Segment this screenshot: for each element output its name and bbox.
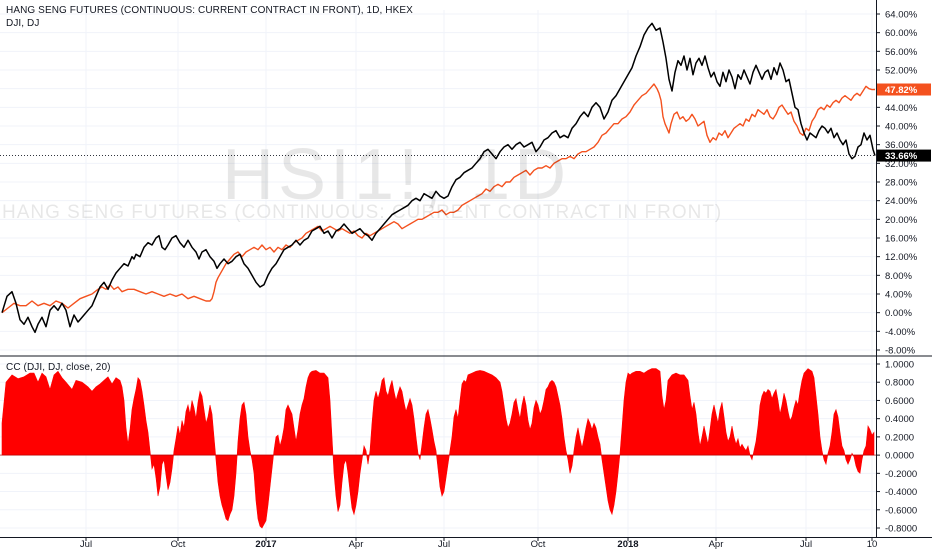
cc-indicator-plot: [0, 368, 876, 529]
y-tick-label: 60.00%: [885, 28, 918, 39]
hsi-line-series: [1, 22, 876, 334]
grid: [0, 10, 876, 537]
x-tick-label: 10: [867, 539, 878, 550]
y-tick-label: 40.00%: [885, 122, 918, 133]
x-tick-label: Oct: [531, 539, 546, 550]
y-tick-label: -8.00%: [885, 346, 916, 357]
cc-y-tick-label: -0.4000: [885, 487, 917, 498]
y-tick-label: 8.00%: [885, 271, 912, 282]
y-tick-label: 32.00%: [885, 159, 918, 170]
y-tick-label: 44.00%: [885, 103, 918, 114]
watermark-description: HANG SENG FUTURES (CONTINUOUS: CURRENT C…: [2, 202, 723, 223]
dji-line-series: [1, 83, 876, 314]
y-tick-label: 12.00%: [885, 252, 918, 263]
y-tick-label: 56.00%: [885, 47, 918, 58]
cc-y-tick-label: -0.8000: [885, 524, 917, 535]
x-tick-label: Jul: [80, 539, 92, 550]
dji-last-value-label-bg: [877, 83, 931, 96]
cc-y-tick-label: 0.4000: [885, 414, 914, 425]
x-tick-label: Jul: [438, 539, 450, 550]
cc-y-tick-label: -0.6000: [885, 505, 917, 516]
cc-y-tick-label: -0.2000: [885, 469, 917, 480]
dji-last-value-label: 47.82%: [885, 85, 918, 96]
main-series-title: HANG SENG FUTURES (CONTINUOUS: CURRENT C…: [6, 5, 413, 16]
x-tick-label: 2018: [617, 539, 638, 550]
cc-area-series: [1, 368, 875, 529]
y-tick-label: 16.00%: [885, 234, 918, 245]
x-tick-label: 2017: [255, 539, 276, 550]
x-tick-label: Apr: [349, 539, 364, 550]
y-tick-label: 52.00%: [885, 66, 918, 77]
y-tick-label: 4.00%: [885, 290, 912, 301]
cc-y-tick-label: 1.0000: [885, 360, 914, 371]
watermark-symbol: HSI1!, 1D: [222, 135, 571, 215]
price-plot: [0, 22, 876, 334]
cc-y-tick-label: 0.0000: [885, 451, 914, 462]
cc-y-tick-label: 0.6000: [885, 396, 914, 407]
hsi-last-value-label: 33.66%: [885, 151, 918, 162]
compare-series-title: DJI, DJ: [6, 18, 40, 29]
x-tick-label: Apr: [709, 539, 724, 550]
y-tick-label: 64.00%: [885, 10, 918, 21]
x-tick-label: Jul: [800, 539, 812, 550]
cc-y-tick-label: 0.2000: [885, 432, 914, 443]
cc-y-tick-label: 0.8000: [885, 378, 914, 389]
x-tick-label: Oct: [171, 539, 186, 550]
y-tick-label: 36.00%: [885, 140, 918, 151]
y-tick-label: -4.00%: [885, 327, 916, 338]
hsi-last-value-label-bg: [877, 149, 931, 162]
indicator-title: CC (DJI, DJ, close, 20): [6, 362, 111, 373]
y-tick-label: 20.00%: [885, 215, 918, 226]
y-tick-label: 24.00%: [885, 196, 918, 207]
y-tick-label: 0.00%: [885, 308, 912, 319]
y-tick-label: 28.00%: [885, 178, 918, 189]
